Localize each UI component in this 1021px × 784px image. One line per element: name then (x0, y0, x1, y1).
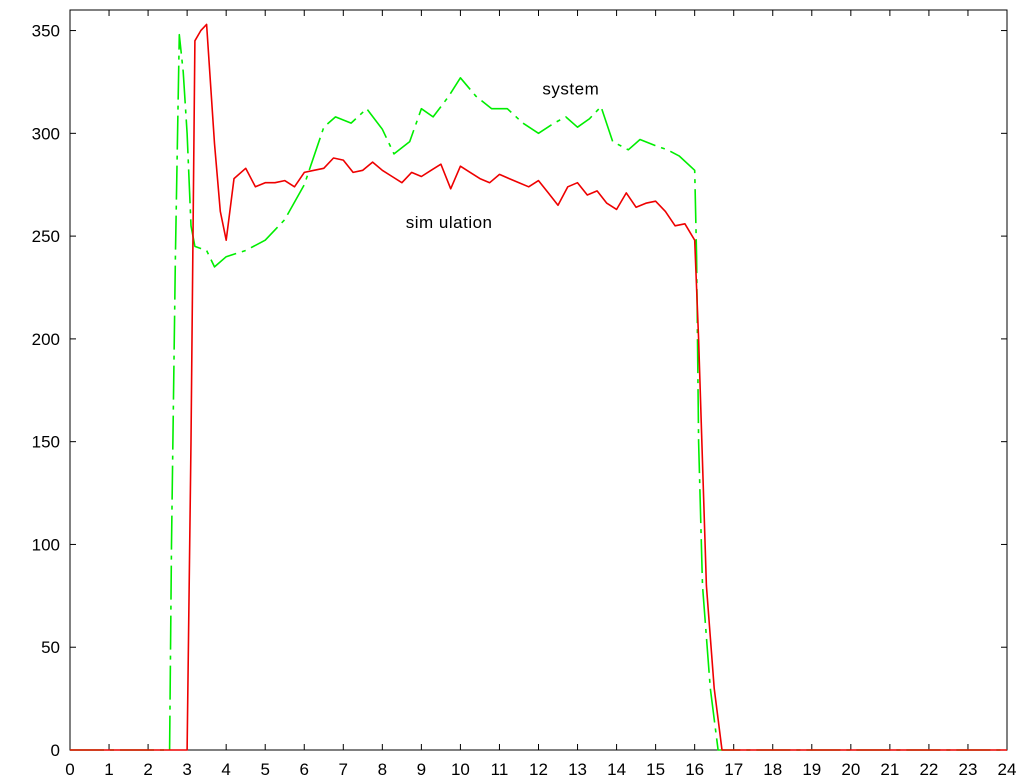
x-tick-label: 11 (491, 760, 509, 779)
x-tick-label: 14 (607, 760, 626, 779)
series-line-simulation (70, 23, 1007, 751)
x-tick-label: 15 (646, 760, 665, 779)
annotations: system sim ulation (406, 79, 599, 232)
x-tick-label: 4 (221, 760, 230, 779)
x-tick-label: 20 (841, 760, 860, 779)
y-tick-label: 200 (32, 330, 60, 349)
annotation-simulation-label: sim ulation (406, 213, 493, 232)
x-tick-label: 23 (958, 760, 977, 779)
y-tick-labels: 0 50 100 150 200 250 300 350 (32, 22, 60, 760)
y-tick-label: 350 (32, 22, 60, 41)
x-tick-label: 13 (568, 760, 587, 779)
x-tick-labels: 0 1 2 3 4 5 6 7 8 9 10 11 12 13 14 15 16 17 18 19 20 21 22 23 24 (65, 760, 1016, 779)
x-tick-label: 24 (998, 760, 1017, 779)
plot-frame (69, 9, 1008, 751)
x-tick-label: 22 (919, 760, 938, 779)
x-tick-label: 19 (802, 760, 821, 779)
y-tick-label: 300 (32, 124, 60, 143)
y-tick-label: 100 (32, 535, 60, 554)
x-tick-label: 1 (104, 760, 113, 779)
x-tick-label: 0 (65, 760, 74, 779)
x-tick-label: 18 (763, 760, 782, 779)
y-tick-label: 50 (41, 638, 60, 657)
x-tick-label: 21 (880, 760, 899, 779)
x-tick-label: 2 (143, 760, 152, 779)
x-tick-label: 12 (529, 760, 548, 779)
y-tick-label: 250 (32, 227, 60, 246)
x-tick-label: 5 (260, 760, 269, 779)
x-tick-label: 17 (724, 760, 743, 779)
series-layer (70, 23, 1007, 751)
x-tick-label: 7 (339, 760, 348, 779)
y-tick-label: 150 (32, 433, 60, 452)
x-tick-label: 6 (300, 760, 309, 779)
tick-marks (69, 10, 1008, 751)
y-tick-label: 0 (51, 741, 60, 760)
x-tick-label: 16 (685, 760, 704, 779)
x-tick-label: 9 (417, 760, 426, 779)
x-tick-label: 8 (378, 760, 387, 779)
x-tick-label: 10 (451, 760, 470, 779)
series-line-system (70, 33, 1007, 751)
x-tick-label: 3 (182, 760, 191, 779)
annotation-system-label: system (542, 79, 599, 98)
